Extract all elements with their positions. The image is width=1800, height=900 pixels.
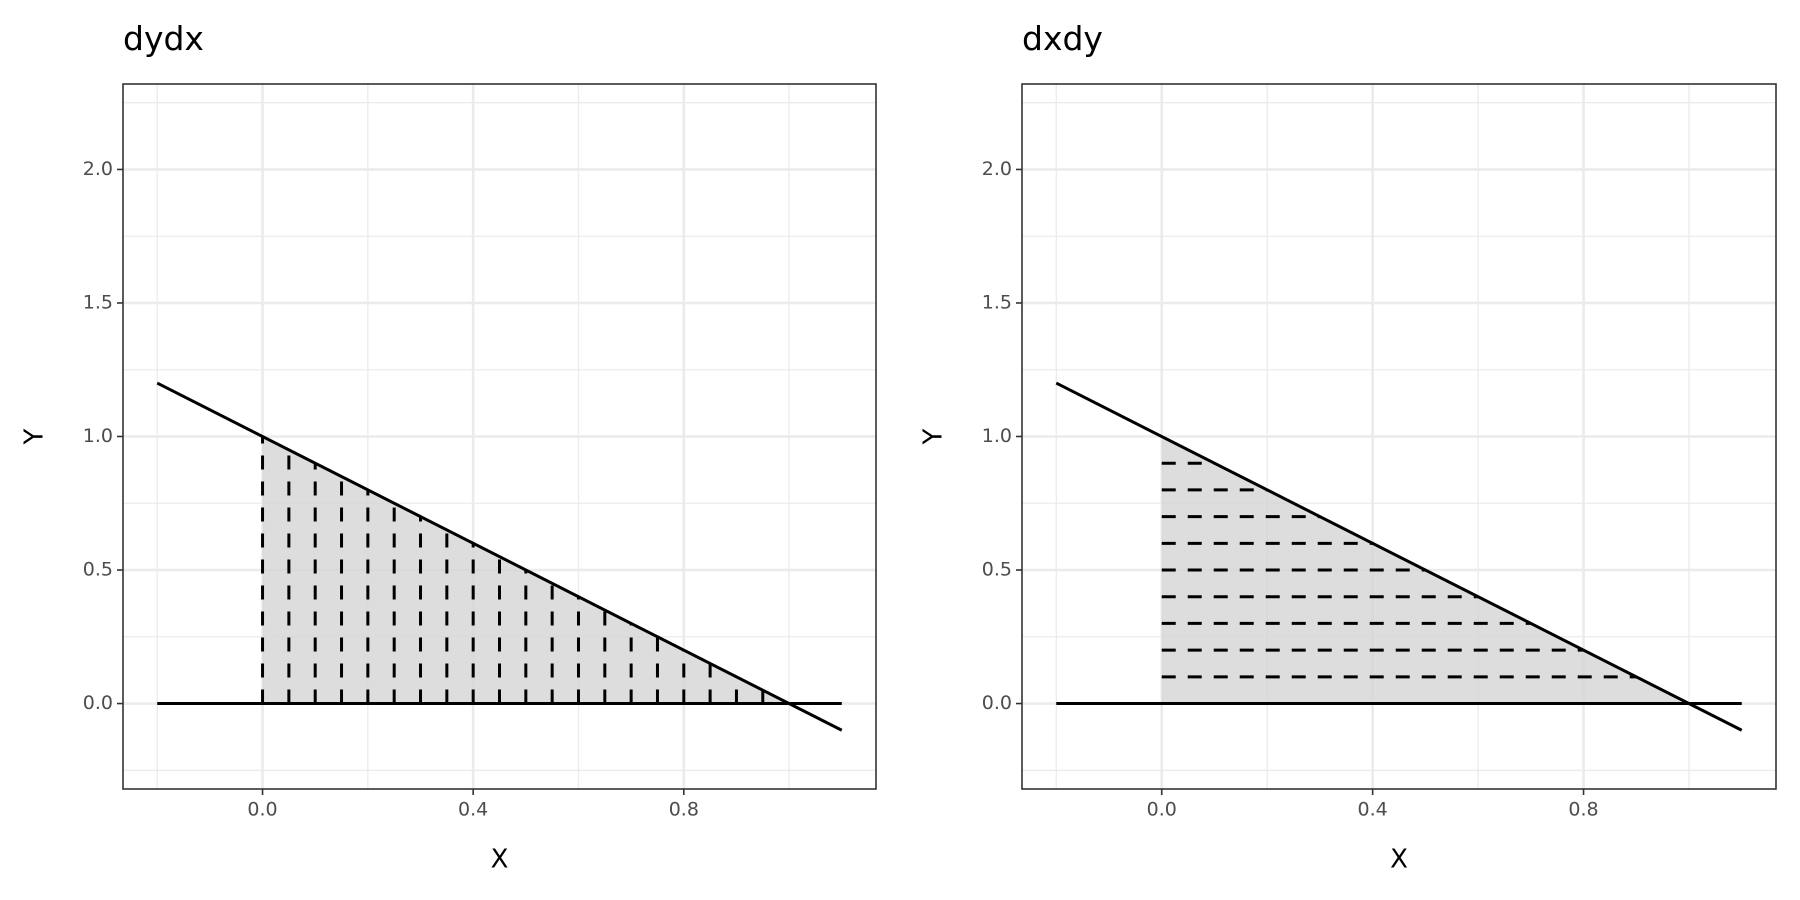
x-tick-label: 0.4 [458,799,488,821]
chart-title: dydx [123,19,204,58]
y-tick-label: 1.0 [982,425,1012,447]
y-tick-label: 0.5 [982,559,1012,581]
y-tick-label: 1.5 [83,291,113,313]
x-axis-label: X [491,845,509,875]
x-axis-label: X [1390,845,1408,875]
x-tick-label: 0.0 [247,799,277,821]
line [1055,381,1743,732]
y-tick-label: 0.5 [83,559,113,581]
y-tick-label: 2.0 [83,158,113,180]
y-tick-label: 1.5 [982,291,1012,313]
y-tick-label: 0.0 [83,692,113,714]
x-tick-label: 0.8 [1568,799,1598,821]
x-tick-label: 0.4 [1358,799,1388,821]
line [156,381,843,732]
x-tick-label: 0.8 [669,799,699,821]
y-tick-label: 0.0 [982,692,1012,714]
chart-title: dxdy [1022,19,1103,58]
y-axis-label: Y [20,428,50,445]
x-tick-label: 0.0 [1147,799,1177,821]
y-tick-label: 1.0 [83,425,113,447]
y-axis-label: Y [919,428,949,445]
y-tick-label: 2.0 [982,158,1012,180]
